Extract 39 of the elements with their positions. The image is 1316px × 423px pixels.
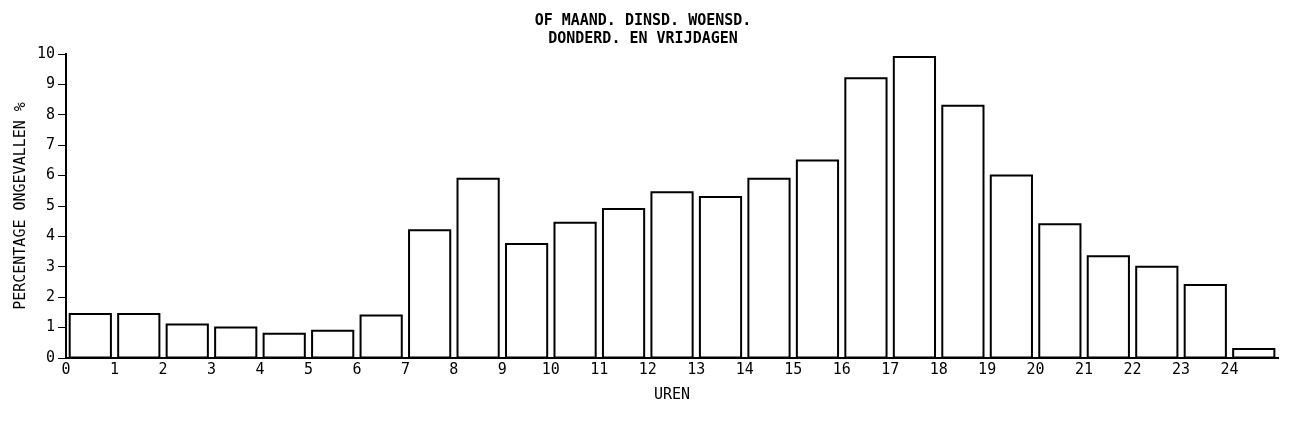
x-tick-label: 6 bbox=[352, 359, 362, 378]
x-tick-label: 19 bbox=[978, 359, 997, 378]
x-tick-label: 23 bbox=[1172, 359, 1191, 378]
y-tick-label: 6 bbox=[46, 165, 56, 184]
x-tick-label: 24 bbox=[1220, 359, 1239, 378]
y-tick-label: 1 bbox=[46, 317, 56, 336]
x-tick-label: 18 bbox=[929, 359, 948, 378]
chart-title: OF MAAND. DINSD. WOENSD. DONDERD. EN VRIJDAGEN bbox=[534, 10, 752, 47]
x-tick-label: 9 bbox=[497, 359, 507, 378]
x-axis-title: UREN bbox=[653, 384, 691, 403]
x-tick-label: 13 bbox=[687, 359, 706, 378]
y-tick-label: 7 bbox=[46, 135, 56, 154]
x-tick-label: 22 bbox=[1123, 359, 1142, 378]
y-tick-label: 10 bbox=[37, 43, 56, 62]
x-tick-label: 5 bbox=[303, 359, 313, 378]
x-tick-label: 1 bbox=[110, 359, 120, 378]
y-tick-label: 2 bbox=[46, 287, 56, 306]
x-tick-label: 3 bbox=[206, 359, 217, 378]
x-tick-label: 20 bbox=[1026, 359, 1045, 378]
x-tick-label: 12 bbox=[638, 359, 657, 378]
x-tick-label: 11 bbox=[590, 359, 609, 378]
x-tick-label: 21 bbox=[1075, 359, 1094, 378]
y-tick-label: 3 bbox=[46, 256, 56, 275]
x-tick-label: 16 bbox=[832, 359, 851, 378]
y-tick-label: 9 bbox=[46, 74, 56, 93]
y-tick-label: 0 bbox=[46, 347, 56, 366]
x-tick-label: 15 bbox=[784, 359, 803, 378]
x-tick-label: 2 bbox=[158, 359, 168, 378]
x-tick-label: 0 bbox=[61, 359, 71, 378]
y-tick-label: 4 bbox=[46, 226, 56, 245]
y-tick-label: 8 bbox=[46, 104, 56, 123]
x-tick-label: 10 bbox=[541, 359, 560, 378]
y-axis-title: PERCENTAGE ONGEVALLEN % bbox=[10, 102, 29, 310]
x-tick-label: 7 bbox=[400, 359, 410, 378]
x-tick-label: 14 bbox=[735, 359, 754, 378]
x-tick-label: 17 bbox=[881, 359, 900, 378]
x-tick-label: 8 bbox=[449, 359, 459, 378]
x-tick-label: 4 bbox=[255, 359, 265, 378]
y-tick-label: 5 bbox=[46, 195, 56, 214]
